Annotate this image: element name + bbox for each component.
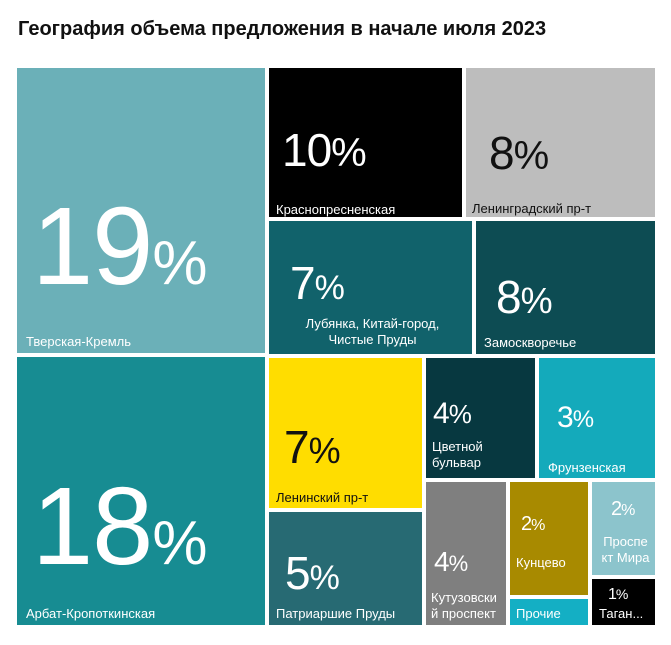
tile-label: Кутузовски й проспект: [431, 590, 497, 622]
tile-label: Кунцево: [516, 555, 566, 570]
treemap-tile: 4% Цветной бульвар: [424, 356, 537, 480]
tile-label: Прочие: [516, 606, 561, 621]
tile-value: 4%: [433, 397, 472, 430]
treemap-tile: Прочие: [508, 597, 590, 627]
tile-label: Патриаршие Пруды: [276, 606, 396, 621]
tile-value: 8%: [496, 271, 553, 323]
tile-value: 3%: [557, 401, 595, 434]
tile-label: Арбат-Кропоткинская: [26, 606, 156, 621]
tile-value: 2%: [521, 513, 546, 535]
tile-value: 19%: [32, 185, 208, 308]
treemap-tile: 8% Замоскворечье: [474, 219, 657, 356]
treemap-tile: 19% Тверская-Кремль: [15, 66, 267, 355]
chart-title: География объема предложения в начале ию…: [18, 18, 547, 40]
tile-value: 5%: [285, 547, 340, 599]
treemap-tile: 18% Арбат-Кропоткинская: [15, 355, 267, 627]
treemap-tile: 8% Ленинградский пр-т: [464, 66, 657, 219]
treemap-tile: 7% Лубянка, Китай-город, Чистые Пруды: [267, 219, 474, 356]
tile-label: Краснопресненская: [276, 202, 396, 217]
tile-label: Лубянка, Китай-город, Чистые Пруды: [305, 316, 440, 348]
treemap-tile: 5% Патриаршие Пруды: [267, 510, 424, 627]
treemap-tile: 1% Таган...: [590, 577, 657, 627]
tile-label: Ленинский пр-т: [276, 490, 369, 505]
tile-label: Проспе кт Мира: [601, 534, 650, 566]
tile-label: Ленинградский пр-т: [472, 201, 592, 216]
tile-label: Тверская-Кремль: [26, 334, 131, 349]
tile-value: 18%: [32, 465, 208, 588]
treemap-tile: 10% Краснопресненская: [267, 66, 464, 219]
treemap-tile: 2% Кунцево: [508, 480, 590, 597]
tile-value: 7%: [290, 257, 345, 309]
tile-value: 10%: [282, 124, 367, 176]
treemap-tile: 7% Ленинский пр-т: [267, 356, 424, 510]
tile-value: 2%: [611, 498, 636, 520]
tile-value: 8%: [489, 127, 550, 179]
tile-label: Замоскворечье: [484, 335, 577, 350]
tile-label: Фрунзенская: [548, 460, 626, 475]
tile-label: Таган...: [599, 606, 644, 621]
treemap-tile: 3% Фрунзенская: [537, 356, 657, 480]
tile-label: Цветной бульвар: [432, 439, 483, 471]
tile-value: 4%: [434, 546, 469, 577]
tile-value: 1%: [608, 586, 629, 603]
treemap-tile: 4% Кутузовски й проспект: [424, 480, 508, 627]
treemap-tile: 2% Проспе кт Мира: [590, 480, 657, 577]
tile-value: 7%: [284, 421, 341, 473]
